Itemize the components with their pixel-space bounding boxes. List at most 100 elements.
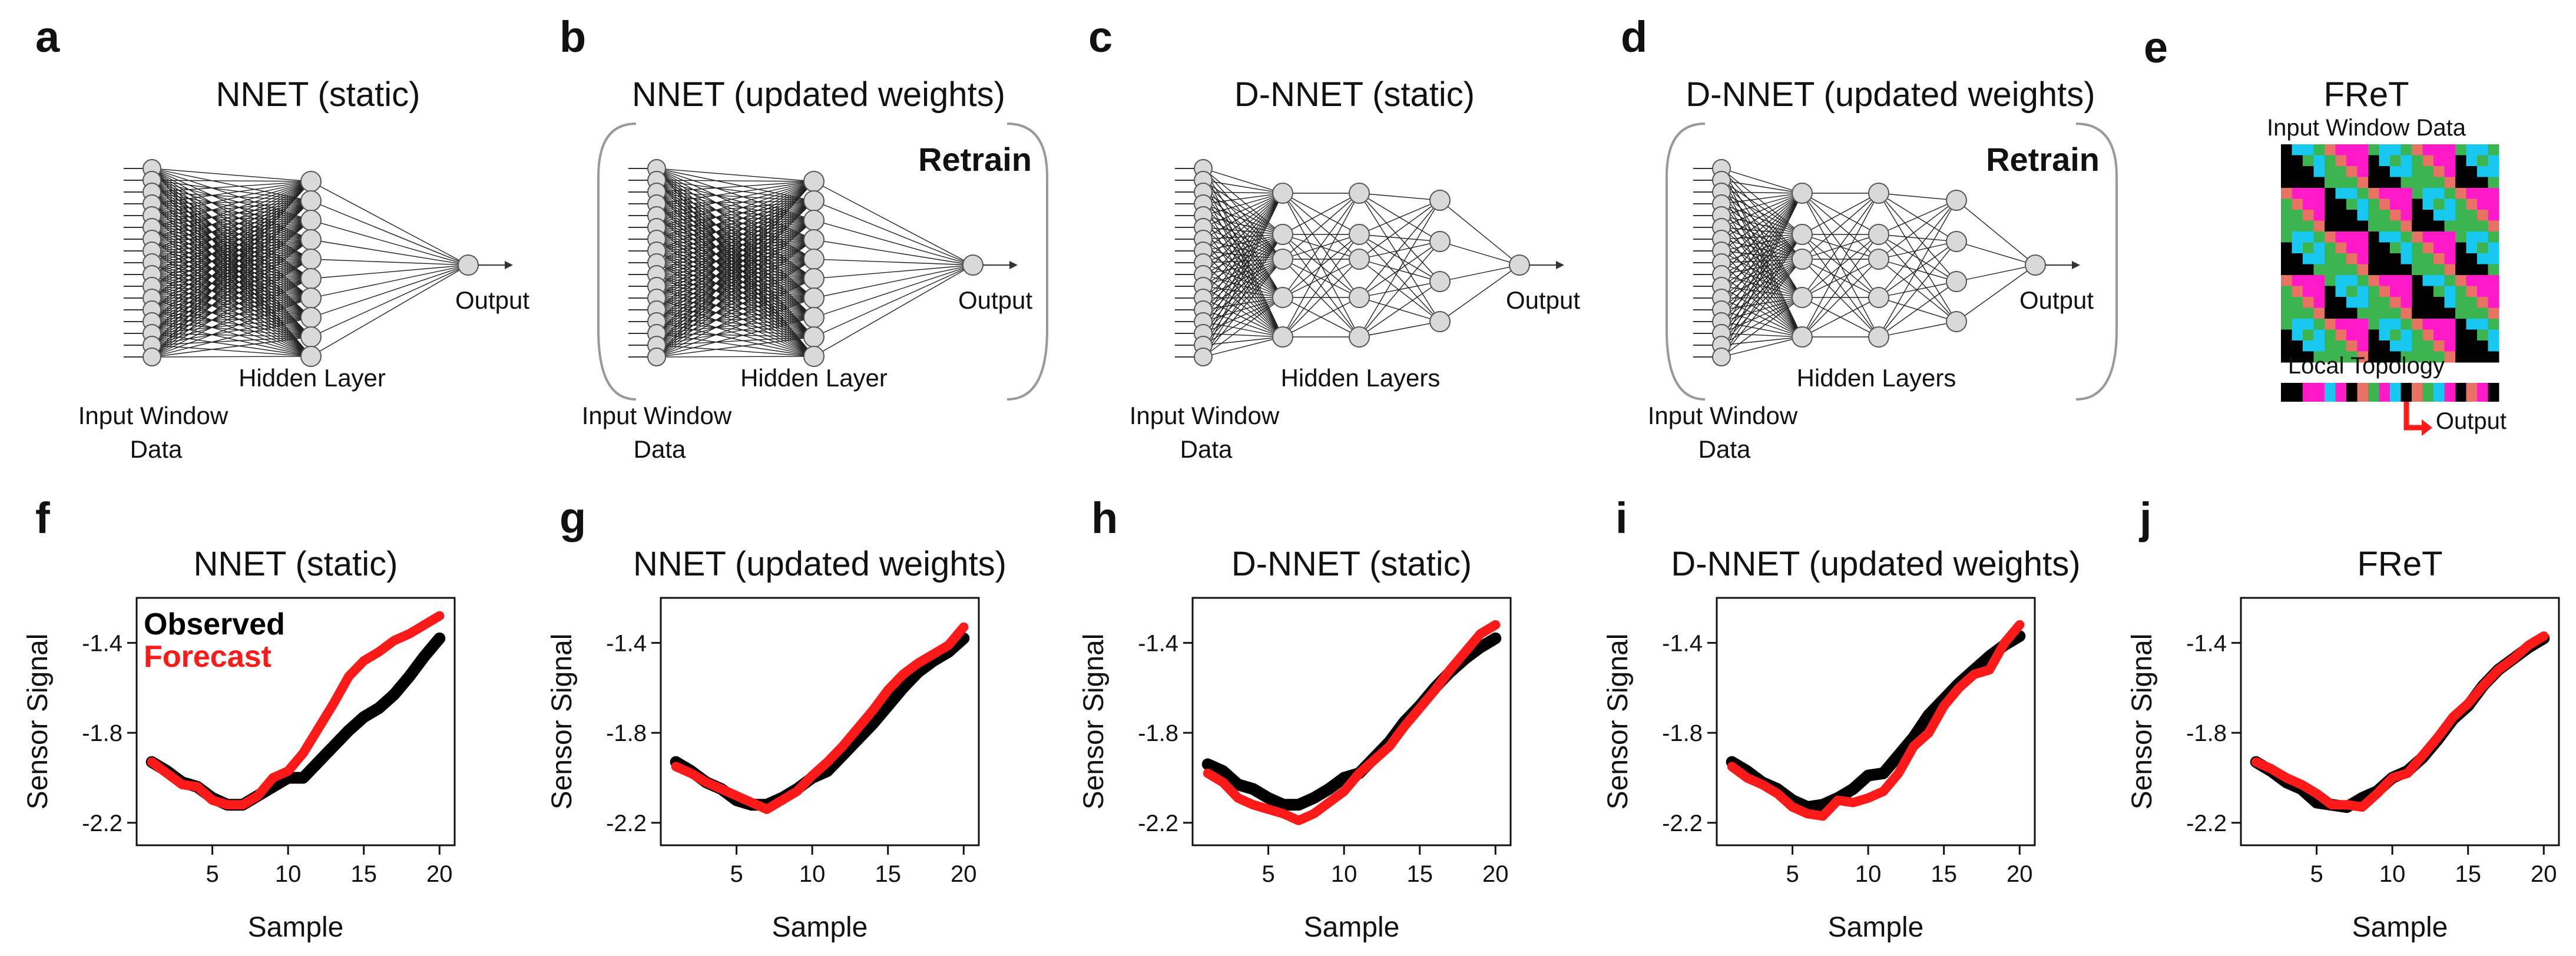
connection bbox=[1203, 250, 1283, 260]
connection bbox=[1721, 234, 1803, 310]
matrix-cell bbox=[2379, 231, 2390, 243]
strip-cell bbox=[2346, 383, 2358, 402]
connection bbox=[1359, 200, 1441, 260]
series-line-forecast bbox=[1203, 620, 1501, 825]
matrix-cell bbox=[2368, 199, 2379, 210]
connection bbox=[1359, 259, 1441, 322]
matrix-cell bbox=[2488, 297, 2499, 308]
connection bbox=[151, 356, 312, 358]
connection bbox=[1721, 297, 1803, 338]
connection bbox=[813, 264, 974, 318]
panel-a: a NNET (static) Input Window Data Hidden… bbox=[35, 12, 529, 463]
matrix-cell bbox=[2444, 297, 2456, 308]
y-tick-label: -2.2 bbox=[1138, 811, 1178, 836]
connection bbox=[1721, 234, 1803, 346]
connection bbox=[1878, 241, 1957, 338]
matrix-cell bbox=[2368, 297, 2379, 308]
matrix-cell bbox=[2292, 199, 2303, 210]
matrix-cell bbox=[2455, 253, 2466, 264]
matrix-cell bbox=[2379, 351, 2390, 363]
matrix-cell bbox=[2368, 220, 2379, 232]
matrix-cell bbox=[2488, 319, 2499, 330]
strip-cell bbox=[2357, 383, 2369, 402]
matrix-cell bbox=[2433, 144, 2445, 156]
strip-cell bbox=[2379, 383, 2390, 402]
connection bbox=[1203, 168, 1283, 338]
matrix-cell bbox=[2466, 155, 2478, 167]
connection bbox=[656, 181, 814, 322]
matrix-cell bbox=[2433, 329, 2445, 341]
plot-frame bbox=[660, 597, 980, 846]
matrix-cell bbox=[2325, 307, 2336, 319]
matrix-cell bbox=[2444, 155, 2456, 167]
connection bbox=[656, 168, 814, 201]
hidden-node bbox=[300, 229, 322, 250]
connection bbox=[1721, 234, 1803, 240]
connection bbox=[656, 191, 814, 221]
matrix-cell bbox=[2477, 264, 2488, 276]
x-tick-label: 20 bbox=[2007, 861, 2033, 887]
connection bbox=[151, 181, 312, 310]
matrix-cell bbox=[2466, 275, 2478, 286]
matrix-cell bbox=[2390, 307, 2401, 319]
connection bbox=[1203, 168, 1283, 235]
connection bbox=[1721, 215, 1803, 260]
matrix-cell bbox=[2292, 253, 2303, 264]
connection bbox=[1721, 180, 1803, 260]
connection bbox=[1721, 234, 1803, 287]
matrix-cell bbox=[2390, 329, 2401, 341]
matrix-cell bbox=[2390, 199, 2401, 210]
connection bbox=[1721, 239, 1803, 338]
connection bbox=[1721, 227, 1803, 260]
connection bbox=[151, 181, 312, 287]
connection bbox=[656, 317, 814, 358]
matrix-cell bbox=[2422, 307, 2434, 319]
matrix-cell bbox=[2455, 242, 2466, 254]
matrix-cell bbox=[2466, 188, 2478, 199]
connection bbox=[1721, 193, 1803, 322]
panel-letter-d: d bbox=[1621, 12, 1647, 61]
connection bbox=[1721, 168, 1803, 260]
connection bbox=[1802, 193, 1879, 260]
matrix-cell bbox=[2281, 351, 2292, 363]
x-tick-label: 15 bbox=[1931, 861, 1957, 887]
matrix-cell bbox=[2346, 340, 2358, 352]
matrix-cell bbox=[2325, 297, 2336, 308]
connection bbox=[1203, 297, 1283, 338]
panel-title-a: NNET (static) bbox=[216, 75, 420, 114]
matrix-cell bbox=[2313, 264, 2325, 276]
matrix-cell bbox=[2433, 253, 2445, 264]
connection bbox=[1203, 193, 1283, 263]
connection bbox=[1359, 241, 1441, 298]
matrix-cell bbox=[2400, 340, 2412, 352]
hidden-node bbox=[1349, 287, 1370, 308]
matrix-cell bbox=[2292, 220, 2303, 232]
hidden-node bbox=[1272, 249, 1293, 270]
matrix-cell bbox=[2412, 155, 2423, 167]
connection bbox=[1203, 262, 1283, 338]
matrix-cell bbox=[2444, 319, 2456, 330]
connection bbox=[656, 181, 814, 252]
matrix-cell bbox=[2433, 351, 2445, 363]
matrix-cell bbox=[2444, 351, 2456, 363]
input-label-d-line1: Input Window bbox=[1648, 402, 1798, 429]
connection bbox=[1878, 321, 1957, 338]
hidden-node bbox=[300, 268, 322, 289]
matrix-cell bbox=[2303, 177, 2314, 188]
connection bbox=[1721, 262, 1803, 338]
matrix-cell bbox=[2455, 210, 2466, 221]
connection bbox=[1203, 193, 1283, 216]
connection bbox=[1439, 241, 1520, 266]
connection bbox=[151, 200, 312, 287]
matrix-cell bbox=[2412, 242, 2423, 254]
hidden-node bbox=[1792, 183, 1813, 204]
matrix-cell bbox=[2313, 286, 2325, 297]
hidden-node bbox=[1792, 249, 1813, 270]
matrix-cell bbox=[2325, 210, 2336, 221]
matrix-cell bbox=[2346, 166, 2358, 177]
panel-d: d D-NNET (updated weights) Retrain Input… bbox=[1621, 12, 2118, 463]
connection bbox=[1802, 297, 1879, 338]
connection bbox=[1878, 193, 1957, 282]
connection bbox=[656, 181, 814, 193]
